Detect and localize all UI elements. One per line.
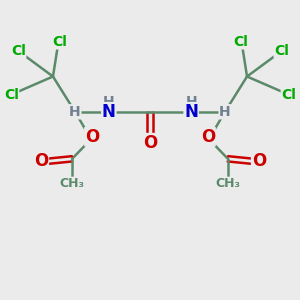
Text: O: O <box>85 128 99 146</box>
Text: H: H <box>219 105 231 119</box>
Text: N: N <box>184 103 198 121</box>
Text: Cl: Cl <box>4 88 19 102</box>
Text: O: O <box>201 128 215 146</box>
Text: O: O <box>252 152 266 170</box>
Text: Cl: Cl <box>11 44 26 58</box>
Text: CH₃: CH₃ <box>215 177 240 190</box>
Text: CH₃: CH₃ <box>60 177 85 190</box>
Text: O: O <box>34 152 48 170</box>
Text: H: H <box>69 105 81 119</box>
Text: Cl: Cl <box>274 44 289 58</box>
Text: N: N <box>102 103 116 121</box>
Text: O: O <box>143 134 157 152</box>
Text: Cl: Cl <box>281 88 296 102</box>
Text: Cl: Cl <box>233 35 248 49</box>
Text: H: H <box>185 95 197 110</box>
Text: H: H <box>103 95 115 110</box>
Text: Cl: Cl <box>52 35 67 49</box>
